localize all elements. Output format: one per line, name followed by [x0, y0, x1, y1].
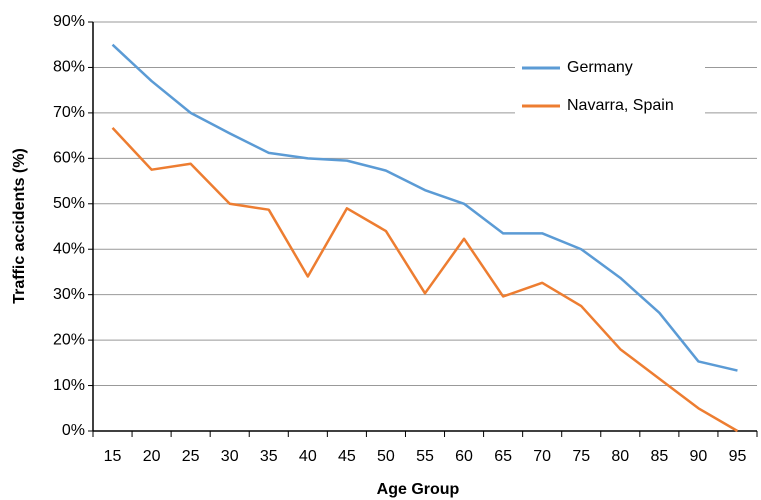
y-tick-label: 70%: [53, 104, 85, 121]
x-tick-label: 95: [729, 448, 747, 465]
x-tick-label: 80: [611, 448, 629, 465]
x-tick-label: 90: [690, 448, 708, 465]
x-tick-label: 50: [377, 448, 395, 465]
y-tick-label: 50%: [53, 195, 85, 212]
legend-label: Navarra, Spain: [567, 97, 674, 114]
x-tick-label: 20: [143, 448, 161, 465]
x-tick-label: 45: [338, 448, 356, 465]
y-tick-label: 0%: [62, 422, 85, 439]
series-line: [111, 43, 738, 372]
x-tick-label: 55: [416, 448, 434, 465]
x-tick-label: 60: [455, 448, 473, 465]
y-tick-label: 20%: [53, 331, 85, 348]
x-tick-label: 30: [221, 448, 239, 465]
y-tick-label: 30%: [53, 286, 85, 303]
y-tick-label: 90%: [53, 13, 85, 30]
legend-label: Germany: [567, 59, 633, 76]
y-axis-title: Traffic accidents (%): [11, 148, 28, 304]
x-axis-title: Age Group: [377, 481, 460, 498]
x-tick-label: 25: [182, 448, 200, 465]
y-tick-label: 10%: [53, 377, 85, 394]
y-tick-label: 80%: [53, 59, 85, 76]
y-tick-label: 60%: [53, 150, 85, 167]
legend-box: [515, 45, 705, 127]
x-tick-label: 85: [650, 448, 668, 465]
x-tick-label: 35: [260, 448, 278, 465]
y-tick-label: 40%: [53, 240, 85, 257]
x-tick-label: 15: [104, 448, 122, 465]
x-tick-label: 65: [494, 448, 512, 465]
x-tick-label: 40: [299, 448, 317, 465]
x-tick-label: 70: [533, 448, 551, 465]
series-line: [111, 127, 739, 433]
x-tick-label: 75: [572, 448, 590, 465]
